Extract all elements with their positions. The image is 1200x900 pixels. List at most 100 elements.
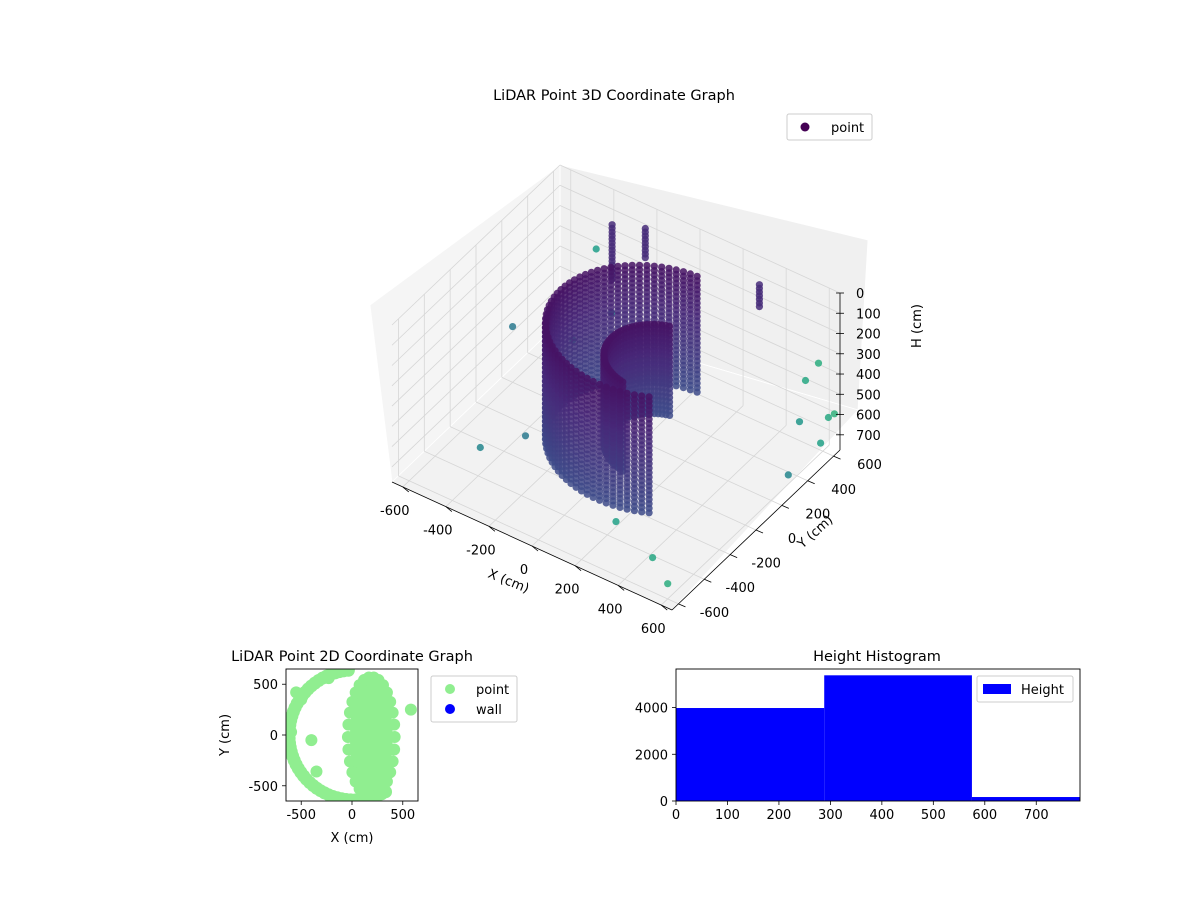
x-tick-label-3d: -200	[466, 543, 496, 558]
legend-hist: Height	[976, 675, 1074, 703]
legend-hist-swatch	[983, 684, 1011, 694]
scatter-point	[286, 725, 298, 738]
legend-3d: point	[786, 113, 873, 141]
scatter-point	[295, 693, 308, 706]
x-tick-label-3d: -600	[380, 504, 410, 519]
legend-2d-marker-point	[445, 684, 455, 694]
legend-hist-label: Height	[1021, 683, 1064, 698]
point-3d	[583, 490, 591, 498]
point-3d	[508, 323, 517, 331]
x-tick-label-hist: 500	[921, 808, 946, 823]
legend-2d: point wall	[430, 675, 518, 723]
axes-hist: 0 100 200 300 400 500 600 700 0 2000 4000	[635, 702, 1049, 823]
point-3d	[589, 493, 597, 501]
point-3d	[521, 432, 530, 440]
scatter-point	[342, 743, 355, 756]
histogram-bar	[824, 675, 972, 801]
point-3d	[645, 509, 653, 517]
z-tick-label-3d: 400	[856, 368, 881, 383]
height-histogram: Height Histogram 0 100 200 300 400 500 600 7000…	[635, 649, 1081, 823]
x-tick-label-3d: 0	[520, 563, 528, 578]
scatter-point	[310, 765, 323, 778]
histogram-bar	[676, 708, 825, 801]
y-tick-label-2d: 0	[270, 729, 278, 744]
point-3d	[602, 499, 610, 507]
point-3d	[784, 471, 792, 479]
x-tick-label-2d: 500	[390, 808, 415, 823]
z-tick-label-3d: 300	[856, 348, 881, 363]
scatter-point	[343, 755, 356, 768]
x-tick-label-3d: 600	[641, 622, 666, 637]
histogram-title: Height Histogram	[813, 649, 941, 665]
point-3d	[664, 580, 672, 588]
z-axis-label-3d: H (cm)	[910, 304, 925, 348]
point-3d	[623, 505, 631, 513]
y-tick-label-3d: 0	[788, 532, 796, 547]
point-3d	[596, 496, 604, 504]
scatter-point	[380, 775, 393, 788]
scatter-point	[384, 766, 397, 779]
y-tick-label-2d: 500	[253, 678, 278, 693]
legend-2d-label-wall: wall	[476, 703, 502, 718]
scatter-point	[386, 706, 399, 719]
z-tick-label-3d: 0	[856, 287, 864, 302]
points-2d	[286, 669, 417, 801]
scatter-cloud	[349, 676, 393, 798]
histogram-bars	[676, 675, 1080, 801]
scatter-point	[341, 731, 354, 744]
y-tick-label-3d: -600	[700, 606, 730, 621]
point-3d	[630, 507, 639, 515]
z-tick-label-3d: 700	[856, 429, 881, 444]
point-3d	[795, 418, 804, 426]
z-tick-label-3d: 500	[856, 388, 881, 403]
x-tick-label-hist: 400	[869, 808, 894, 823]
point-3d	[830, 410, 839, 418]
y-tick-label-hist: 2000	[635, 748, 668, 763]
point-3d	[801, 376, 810, 385]
y-tick-label-hist: 4000	[635, 702, 668, 717]
point-3d	[612, 518, 620, 526]
scatter-point	[384, 695, 397, 708]
point-3d	[592, 245, 600, 253]
y-tick-label-3d: -400	[726, 581, 756, 596]
y-tick-label-3d: 600	[857, 458, 882, 473]
z-tick-label-3d: 100	[856, 307, 881, 322]
plot-frame-hist	[675, 668, 1081, 802]
scatter-point	[388, 743, 401, 756]
point-3d	[755, 303, 764, 311]
lidar-2d-chart: LiDAR Point 2D Coordinate Graph -500 0 500…	[218, 649, 518, 846]
x-axis-label-2d: X (cm)	[331, 831, 374, 846]
point-3d	[817, 439, 825, 447]
x-tick-label-2d: -500	[286, 808, 316, 823]
x-tick-label-2d: 0	[348, 808, 356, 823]
scatter-point	[404, 703, 417, 716]
z-tick-label-3d: 600	[856, 409, 881, 424]
point-3d	[686, 386, 694, 394]
axes-3d: -600-400-2000200400600-600-400-200020040…	[380, 287, 882, 637]
y-tick-label-3d: -200	[751, 557, 781, 572]
point-3d	[693, 388, 701, 396]
x-tick-label-hist: 200	[767, 808, 792, 823]
point-3d	[679, 384, 688, 392]
scatter-point	[388, 718, 401, 731]
point-3d	[616, 503, 624, 511]
x-tick-label-hist: 100	[715, 808, 740, 823]
x-tick-label-hist: 700	[1024, 808, 1049, 823]
y-tick-label-3d: 200	[805, 507, 830, 522]
point-3d	[476, 443, 484, 452]
scatter-point	[343, 706, 356, 719]
point-3d	[814, 359, 823, 367]
point-3d	[572, 483, 580, 491]
scatter-point	[342, 718, 355, 731]
chart-3d-title: LiDAR Point 3D Coordinate Graph	[493, 88, 735, 104]
z-tick-label-3d: 200	[856, 328, 881, 343]
point-3d	[577, 487, 586, 495]
point-3d	[609, 501, 617, 509]
x-tick-label-3d: -400	[423, 524, 453, 539]
x-tick-label-3d: 200	[555, 583, 580, 598]
point-3d	[641, 254, 649, 262]
legend-3d-label: point	[831, 121, 864, 136]
x-tick-label-hist: 300	[818, 808, 843, 823]
scatter-point	[386, 755, 399, 768]
y-axis-label-2d: Y (cm)	[218, 714, 233, 757]
